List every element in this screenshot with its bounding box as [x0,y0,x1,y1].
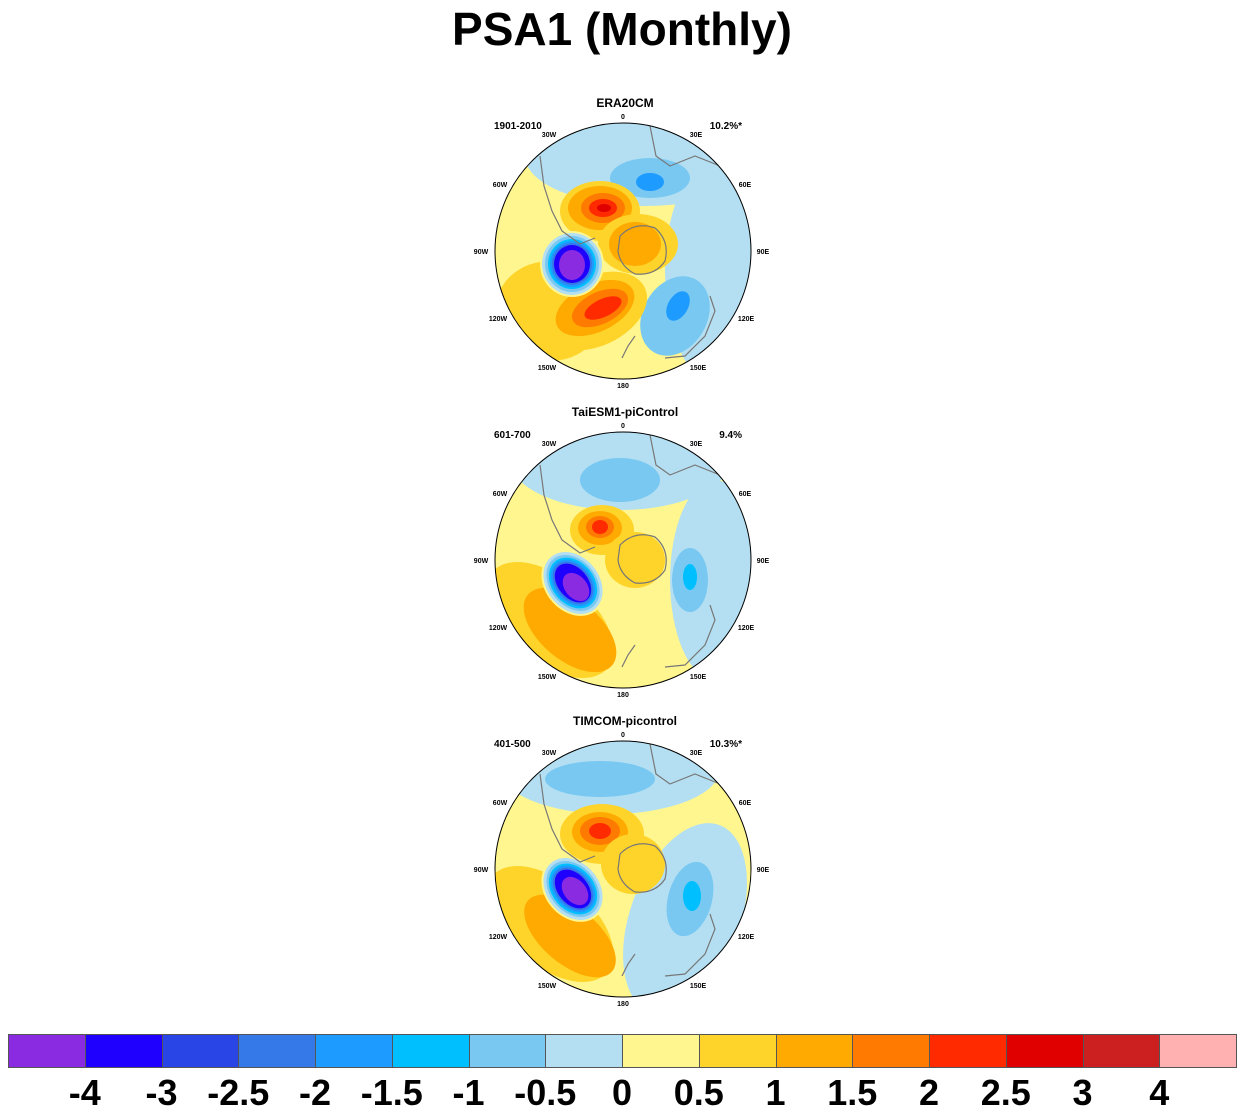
svg-text:60E: 60E [739,491,752,498]
colorbar-swatch [238,1034,316,1068]
colorbar-tick-label: 2 [918,1072,940,1113]
polar-map: 0 30E 60E 90E 120E 150E 180 150W 120W 90… [474,114,770,390]
polar-map: 0 30E 60E 90E 120E 150E 180 150W 120W 90… [474,732,770,1008]
panel-title: TIMCOM-picontrol [573,714,677,728]
svg-text:30W: 30W [542,441,557,448]
figure-title: PSA1 (Monthly) [452,3,792,55]
svg-text:120E: 120E [738,934,755,941]
svg-text:60E: 60E [739,800,752,807]
svg-text:0: 0 [621,114,625,121]
colorbar [8,1034,1237,1070]
svg-text:30E: 30E [690,750,703,757]
colorbar-tick-label: -2.5 [207,1072,270,1113]
svg-text:180: 180 [617,1001,629,1008]
longitude-labels: 0 30E 60E 90E 120E 150E 180 150W 120W 90… [474,423,770,699]
svg-text:120W: 120W [489,934,508,941]
colorbar-tick-label: 0.5 [673,1072,724,1113]
colorbar-swatch [929,1034,1007,1068]
colorbar-swatch [852,1034,930,1068]
colorbar-swatch [1159,1034,1237,1068]
colorbar-tick-label: -0.5 [514,1072,577,1113]
polar-map: 0 30E 60E 90E 120E 150E 180 150W 120W 90… [474,423,770,699]
colorbar-swatch [622,1034,700,1068]
panel-period: 1901-2010 [494,121,542,132]
panel-variance: 9.4% [719,430,742,441]
panel-period: 601-700 [494,430,531,441]
svg-text:150E: 150E [690,674,707,681]
longitude-labels: 0 30E 60E 90E 120E 150E 180 150W 120W 90… [474,114,770,390]
colorbar-tick-label: 0 [611,1072,633,1113]
svg-text:180: 180 [617,383,629,390]
map-panel-timcom: TIMCOM-picontrol 401-500 10.3%* [470,714,780,1014]
panel-variance: 10.2%* [709,121,742,132]
colorbar-tick-label: -4 [68,1072,101,1113]
colorbar-tick-label: 2.5 [980,1072,1031,1113]
map-panel-taiesm1: TaiESM1-piControl 601-700 9.4% [470,405,780,705]
svg-text:90W: 90W [474,558,489,565]
colorbar-tick-label: -2 [298,1072,332,1113]
svg-text:120W: 120W [489,316,508,323]
colorbar-tick-label: -3 [145,1072,178,1113]
svg-text:90E: 90E [757,249,770,256]
colorbar-swatch [1005,1034,1084,1068]
panel-title: TaiESM1-piControl [571,405,679,419]
colorbar-tick-label: 1 [765,1072,786,1113]
svg-text:90W: 90W [474,867,489,874]
colorbar-swatch [545,1034,623,1068]
colorbar-swatch [1082,1034,1161,1068]
colorbar-swatch [698,1034,777,1068]
svg-text:60W: 60W [493,800,508,807]
colorbar-tick-label: -1.5 [360,1072,423,1113]
colorbar-swatch [468,1034,547,1068]
svg-text:180: 180 [617,692,629,699]
colorbar-swatch [315,1034,393,1068]
svg-text:30E: 30E [690,132,703,139]
svg-text:60W: 60W [493,182,508,189]
map-panel-era20cm: ERA20CM 1901-2010 10.2%* [470,96,780,396]
svg-text:0: 0 [621,732,625,739]
colorbar-swatch [161,1034,240,1068]
svg-text:30W: 30W [542,132,557,139]
svg-text:150E: 150E [690,983,707,990]
colorbar-tick-label: 1.5 [827,1072,878,1113]
panel-title: ERA20CM [596,96,654,110]
colorbar-tick-label: -1 [452,1072,485,1113]
svg-text:150W: 150W [538,365,557,372]
colorbar-tick-label: 3 [1072,1072,1093,1113]
longitude-labels: 0 30E 60E 90E 120E 150E 180 150W 120W 90… [474,732,770,1008]
svg-text:30W: 30W [542,750,557,757]
svg-text:120E: 120E [738,316,755,323]
colorbar-tick-label: 4 [1149,1072,1170,1113]
colorbar-swatch [391,1034,470,1068]
svg-text:60W: 60W [493,491,508,498]
svg-text:150W: 150W [538,983,557,990]
svg-text:0: 0 [621,423,625,430]
panel-variance: 10.3%* [709,739,742,750]
svg-text:120E: 120E [738,625,755,632]
panel-period: 401-500 [494,739,531,750]
svg-text:90W: 90W [474,249,489,256]
svg-text:90E: 90E [757,867,770,874]
svg-text:120W: 120W [489,625,508,632]
svg-text:150W: 150W [538,674,557,681]
svg-text:90E: 90E [757,558,770,565]
svg-text:30E: 30E [690,441,703,448]
colorbar-swatch [84,1034,163,1068]
svg-text:60E: 60E [739,182,752,189]
colorbar-swatch [775,1034,854,1068]
colorbar-swatch [8,1034,86,1068]
svg-text:150E: 150E [690,365,707,372]
